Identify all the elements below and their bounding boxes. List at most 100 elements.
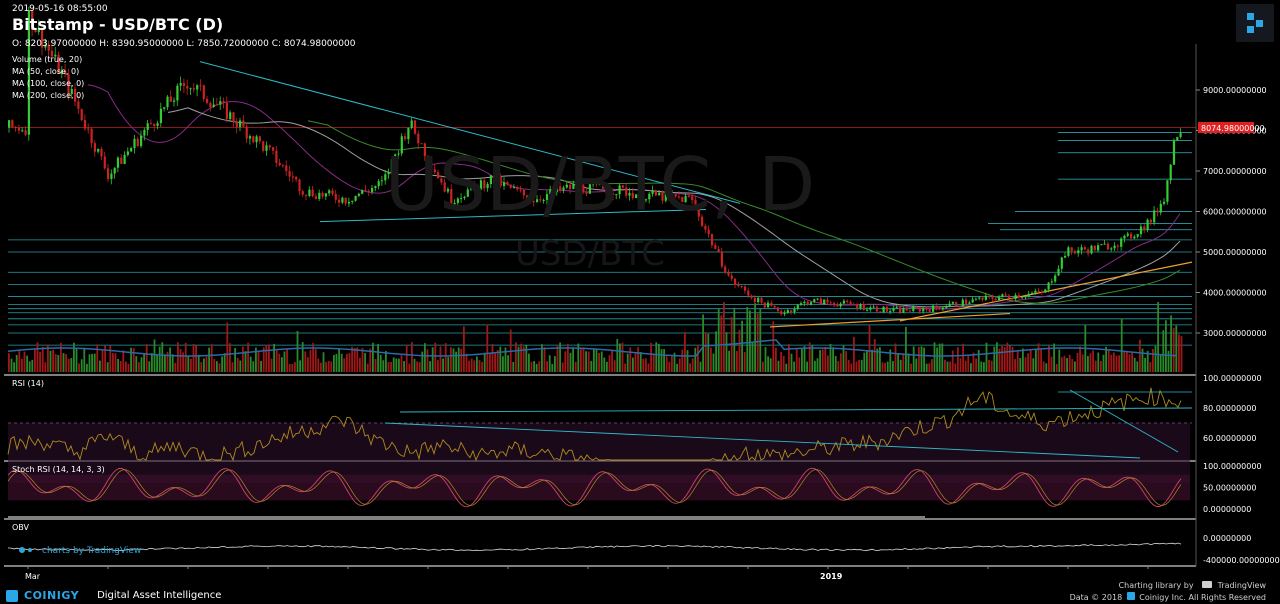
volume-bar [18,349,21,372]
candle-body [555,186,558,193]
candle-body [991,296,994,299]
candle-body [1156,210,1159,213]
volume-bar [782,355,785,372]
volume-bar [203,358,205,372]
volume-bar [598,352,600,372]
candle-body [836,305,839,307]
candle-body [275,150,278,163]
volume-bar [754,303,756,372]
candle-body [918,307,921,312]
coinigy-small-icon [1126,592,1135,600]
rsi-y-label: 100.00000000 [1203,374,1262,383]
candle-body [31,10,34,31]
volume-bar [1094,360,1097,372]
candle-body [159,108,162,124]
candle-body [611,193,615,196]
candle-body [866,309,869,311]
candle-body [786,310,789,313]
volume-bar [879,347,881,372]
volume-bar [671,356,673,372]
rsi-line [7,387,1182,462]
candle-body [849,301,852,305]
volume-bar [1149,362,1152,372]
candle-body [813,299,816,303]
candle-body [1040,291,1044,293]
candle-body [1087,249,1090,254]
indicator-ma200[interactable]: MA (200, close, 0) [12,91,84,100]
candle-body [1077,250,1080,254]
candle-body [110,173,113,180]
candle-body [496,176,499,184]
volume-bar [164,354,166,372]
candle-body [806,301,809,305]
volume-bar [655,342,658,372]
volume-bar [951,350,954,372]
candle-body [113,167,116,174]
indicator-ma100[interactable]: MA (100, close, 0) [12,79,84,88]
volume-bar [1152,348,1154,372]
candle-body [1110,248,1113,250]
candle-body [437,172,440,179]
candle-body [473,183,476,185]
candle-body [549,189,552,195]
candle-body [90,128,93,144]
candle-body [97,148,100,152]
volume-bar [364,353,366,372]
candle-body [130,148,133,152]
candle-body [948,303,951,307]
candle-body [958,306,961,308]
volume-bar [372,342,374,372]
volume-bar [486,324,489,372]
volume-bar [790,353,793,372]
candle-body [869,307,872,310]
volume-bar [478,360,481,372]
rsi-y-label: 60.00000000 [1203,434,1256,443]
indicator-volume[interactable]: Volume (true, 20) [12,55,82,64]
candle-body [575,183,578,189]
candle-body [1021,296,1024,298]
rsi-label[interactable]: RSI (14) [12,379,44,388]
volume-bar [93,353,96,372]
volume-bar [559,342,561,372]
volume-bar [980,361,983,372]
indicator-ma50[interactable]: MA (50, close, 0) [12,67,79,76]
stoch-label[interactable]: Stoch RSI (14, 14, 3, 3) [12,465,105,474]
volume-bar [868,324,871,372]
volume-bar [741,320,743,372]
candle-body [1163,201,1166,204]
candle-body [394,154,397,160]
volume-bar [858,359,860,372]
volume-bar [884,362,886,372]
volume-bar [678,358,681,372]
candle-body [668,191,671,195]
volume-bar [192,344,195,372]
volume-bar [860,359,863,372]
volume-bar [996,342,998,372]
candle-body [796,304,799,309]
volume-bar [1066,358,1068,372]
candle-body [146,123,149,130]
volume-bar [1159,354,1162,372]
volume-bar [725,332,728,372]
volume-bar [681,349,684,372]
candle-body [47,45,50,51]
volume-bar [112,353,114,372]
volume-bar [873,339,876,372]
ohlc-readout: O: 8203.97000000 H: 8390.95000000 L: 785… [12,39,356,49]
candle-body [978,297,981,299]
coinigy-logo[interactable] [1236,4,1274,42]
candle-body [74,88,77,102]
candle-body [793,308,796,312]
volume-bar [1053,343,1055,372]
obv-label[interactable]: OBV [12,523,30,532]
candle-body [262,141,265,151]
volume-bar [637,347,639,372]
candle-body [77,101,80,109]
candle-body [734,278,737,285]
tradingview-badge[interactable]: charts by TradingView [19,546,141,556]
candle-body [1090,245,1093,254]
volume-bar [346,353,348,372]
candle-body [423,143,426,157]
volume-bar [1009,345,1011,372]
